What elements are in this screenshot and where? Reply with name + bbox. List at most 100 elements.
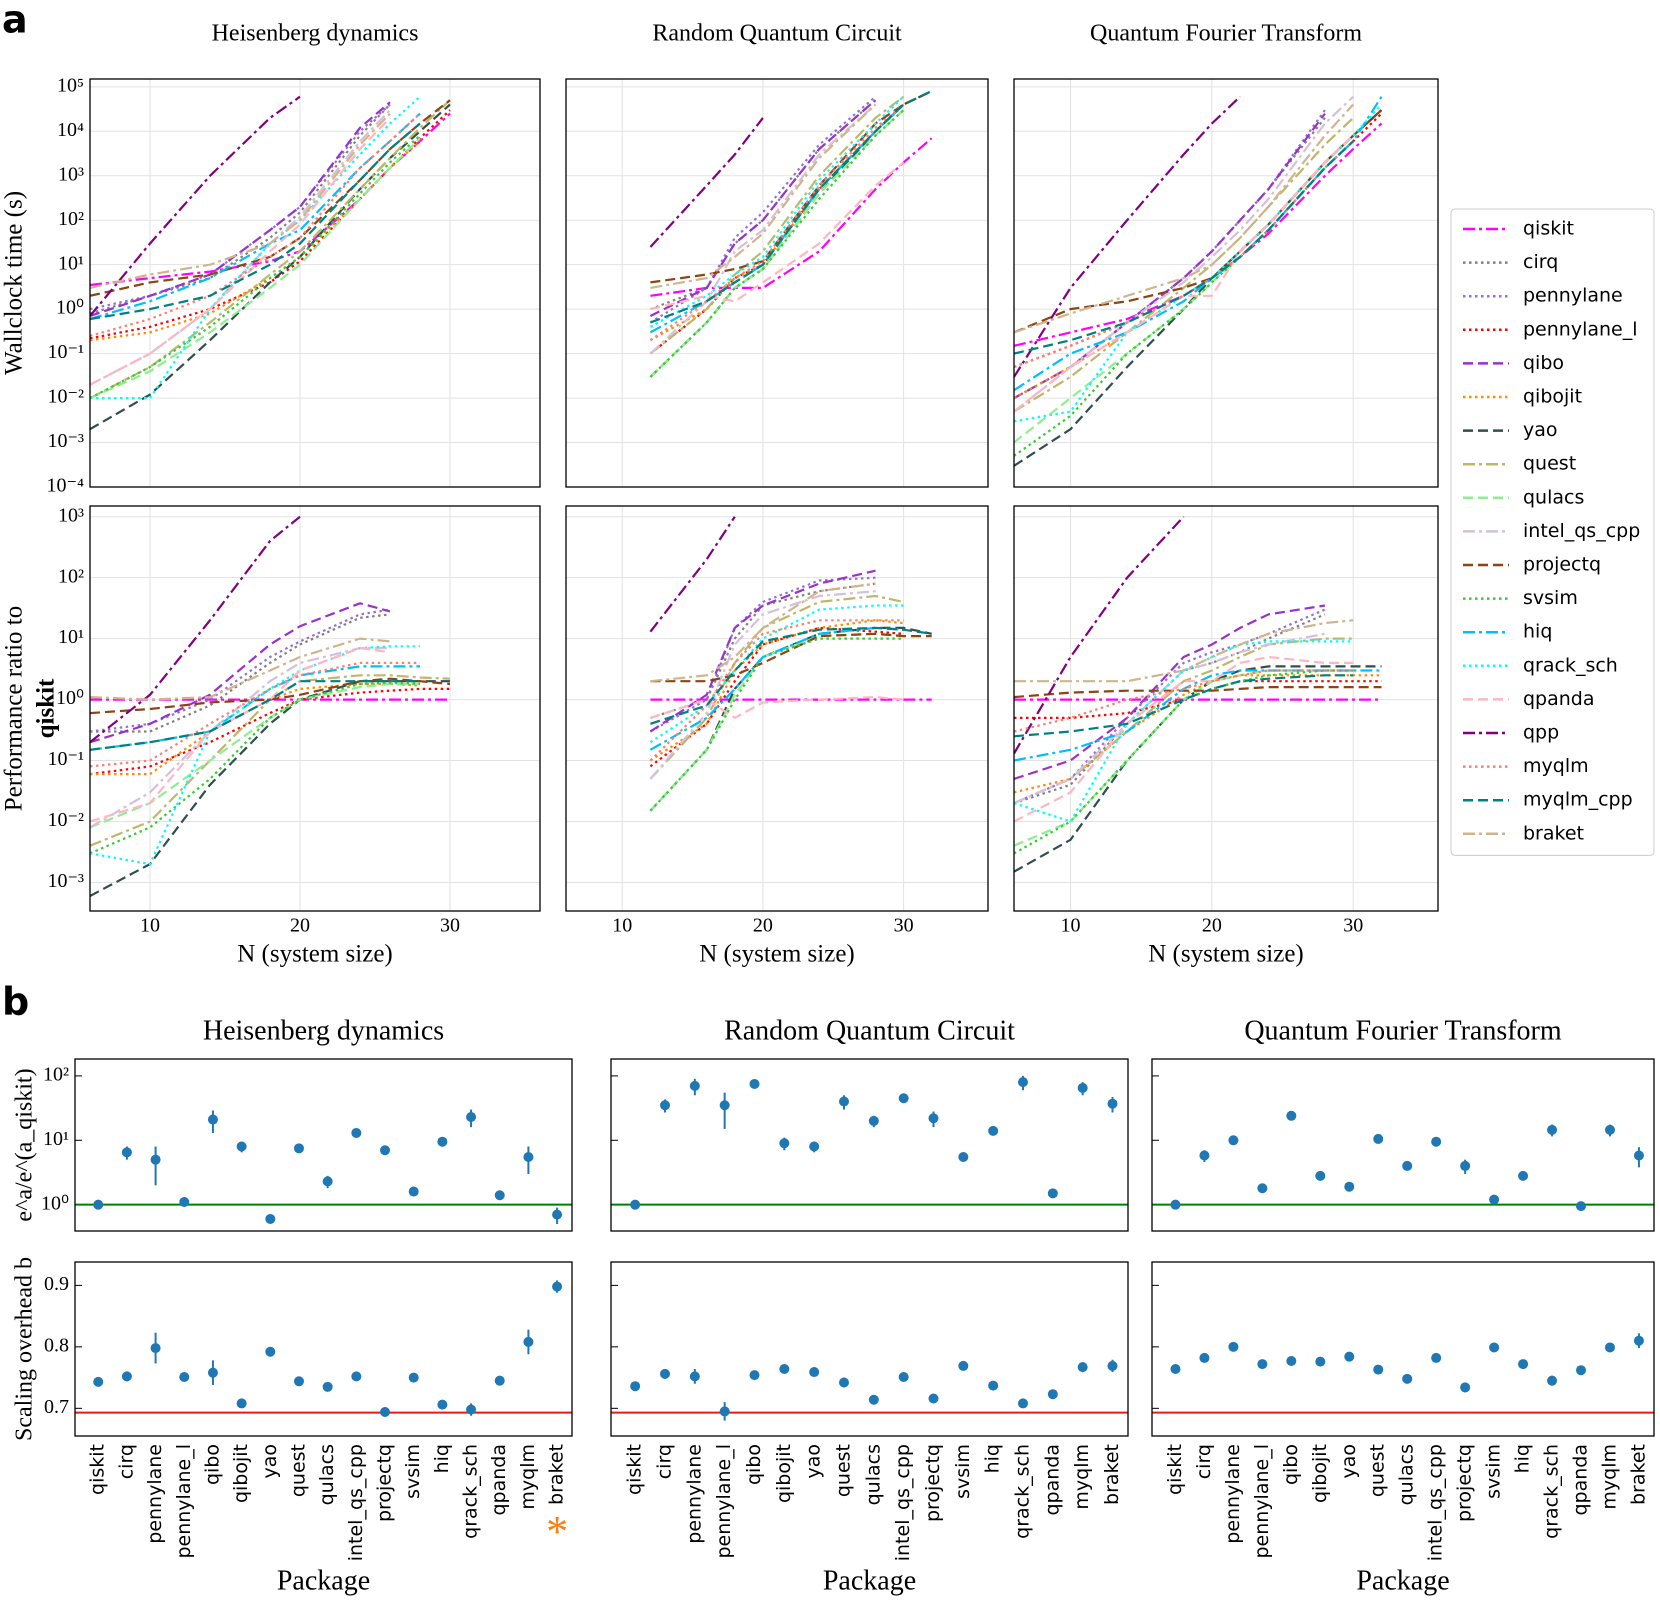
x-tick-label: qpanda (488, 1444, 510, 1516)
line (90, 645, 420, 866)
point (293, 1376, 304, 1387)
y-tick-label: 10⁻³ (47, 430, 84, 452)
legend-label: qpp (1523, 722, 1559, 744)
line (90, 95, 301, 317)
x-tick-label: yao (803, 1444, 825, 1479)
point (1547, 1124, 1558, 1135)
plot-frame (1013, 78, 1439, 488)
line (90, 117, 391, 386)
point (1257, 1359, 1268, 1370)
point (689, 1080, 700, 1091)
plot-frame (1151, 1261, 1655, 1437)
point (1170, 1363, 1181, 1374)
point (988, 1125, 999, 1136)
x-tick-label: hiq (1512, 1444, 1534, 1473)
point (236, 1141, 247, 1152)
point (1047, 1389, 1058, 1400)
line (90, 681, 421, 855)
x-tick-label: hiq (982, 1444, 1004, 1473)
line (1014, 134, 1354, 413)
line (1014, 103, 1383, 423)
line (649, 90, 933, 378)
line (650, 695, 904, 720)
x-tick-label: projectq (374, 1444, 396, 1522)
x-tick-label: pennylane (1222, 1444, 1244, 1544)
point (659, 1100, 670, 1111)
point (1576, 1365, 1587, 1376)
point (1633, 1150, 1644, 1161)
point (1604, 1342, 1615, 1353)
chart-title: Quantum Fourier Transform (1244, 1015, 1562, 1046)
y-tick-label: 10² (58, 208, 84, 230)
point (1170, 1199, 1181, 1210)
point (1228, 1341, 1239, 1352)
line (90, 515, 301, 744)
x-tick-label: 20 (290, 915, 310, 937)
point (1373, 1364, 1384, 1375)
y-tick-label: 10⁵ (57, 74, 84, 96)
point (179, 1197, 190, 1208)
x-tick-label: qibo (743, 1444, 765, 1485)
y-tick-label: 10² (43, 1063, 69, 1085)
line (90, 101, 391, 318)
point (494, 1190, 505, 1201)
point (1402, 1160, 1413, 1171)
x-tick-label: 10 (612, 915, 632, 937)
point (868, 1394, 879, 1405)
point (1431, 1352, 1442, 1363)
plot-frame (1151, 1058, 1655, 1232)
x-tick-label: qrack_sch (1541, 1444, 1563, 1539)
line (1014, 669, 1382, 762)
point (1344, 1351, 1355, 1362)
point (868, 1115, 879, 1126)
annotation: * (546, 1507, 568, 1556)
line (90, 95, 421, 400)
x-tick-label: svsim (1483, 1444, 1505, 1499)
line (649, 103, 877, 355)
point (466, 1404, 477, 1415)
line (649, 626, 932, 812)
line (1014, 604, 1326, 780)
line (649, 569, 876, 733)
y-tick-label: 10⁰ (41, 1192, 69, 1214)
point (322, 1381, 333, 1392)
line (90, 680, 420, 751)
legend-label: qpanda (1523, 688, 1595, 710)
point (466, 1111, 477, 1122)
line (650, 582, 876, 683)
point (121, 1371, 132, 1382)
point (1315, 1356, 1326, 1367)
point (93, 1376, 104, 1387)
point (1431, 1136, 1442, 1147)
x-tick-label: cirq (1193, 1444, 1215, 1479)
x-tick-label: qibojit (773, 1444, 795, 1503)
x-tick-label: projectq (1454, 1444, 1476, 1522)
legend-label: yao (1523, 419, 1558, 441)
x-tick-label: 30 (894, 915, 914, 937)
x-tick-label: qrack_sch (1011, 1444, 1033, 1539)
point (1107, 1098, 1118, 1109)
y-tick-label: 10³ (58, 163, 84, 185)
line (1014, 109, 1326, 400)
line (649, 95, 905, 328)
x-tick-label: qulacs (1396, 1444, 1418, 1505)
y-tick-label: 10⁰ (56, 297, 84, 319)
point (523, 1336, 534, 1347)
x-tick-label: qibo (1280, 1444, 1302, 1485)
legend-label: intel_qs_cpp (1523, 520, 1640, 542)
line (649, 626, 904, 751)
x-tick-label: myqlm (517, 1444, 539, 1510)
line (1014, 109, 1383, 400)
y-tick-label: 10¹ (43, 1128, 69, 1150)
x-tick-label: braket (1101, 1444, 1123, 1505)
chart-title: Quantum Fourier Transform (1090, 21, 1362, 47)
point (1107, 1360, 1118, 1371)
point (809, 1141, 820, 1152)
line (1014, 619, 1354, 683)
x-tick-label: pennylane_l (713, 1444, 735, 1559)
x-tick-label: qulacs (862, 1444, 884, 1505)
point (380, 1407, 391, 1418)
y-tick-label: 10¹ (58, 252, 84, 274)
x-tick-label: intel_qs_cpp (892, 1444, 914, 1561)
legend-label: qibojit (1523, 386, 1582, 408)
